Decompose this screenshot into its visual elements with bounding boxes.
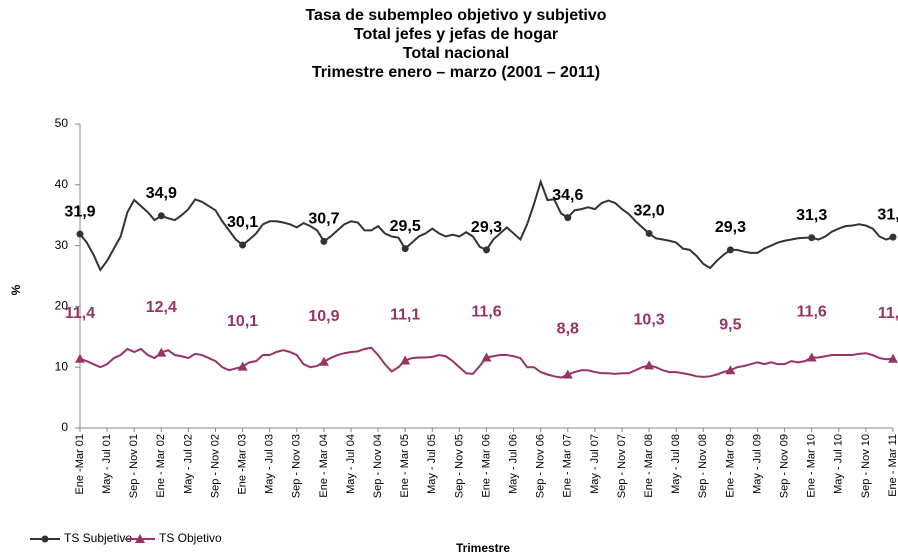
x-tick-label: Sep - Nov 07 — [616, 434, 628, 498]
x-tick-label: May - Jul 10 — [833, 434, 845, 494]
data-label: 11,1 — [390, 307, 420, 324]
point — [76, 230, 84, 238]
y-tick-label: 40 — [55, 177, 69, 191]
x-tick-label: Sep - Nov 01 — [128, 434, 140, 498]
x-tick-label: May - Jul 07 — [589, 434, 601, 494]
data-label: 12,4 — [146, 299, 177, 316]
point — [483, 246, 490, 254]
data-label: 31,9 — [64, 203, 95, 220]
y-tick-label: 50 — [55, 116, 69, 130]
x-axis-title: Trimestre — [456, 541, 510, 555]
point — [320, 237, 328, 245]
x-tick-label: Ene - Mar 10 — [806, 434, 818, 498]
chart-title: Tasa de subempleo objetivo y subjetivo — [305, 7, 606, 24]
point — [564, 214, 572, 222]
data-label: 31,4 — [877, 206, 898, 223]
point — [645, 229, 653, 237]
x-tick-label: Ene - Mar 08 — [643, 434, 655, 498]
x-tick-label: Sep - Nov 10 — [860, 434, 872, 498]
x-tick-label: Sep - Nov 05 — [453, 434, 465, 498]
point — [75, 353, 85, 363]
x-tick-label: Ene -Mar 01 — [74, 434, 86, 495]
point — [644, 360, 655, 370]
data-label: 10,1 — [227, 313, 258, 330]
x-tick-label: May - Jul 09 — [751, 434, 763, 494]
x-tick-label: May - Jul 08 — [670, 434, 682, 494]
point — [157, 212, 165, 220]
data-label: 34,6 — [552, 187, 583, 204]
x-tick-label: May - Jul 05 — [426, 434, 438, 494]
point — [400, 355, 411, 365]
data-label: 8,8 — [557, 321, 579, 338]
legend-label: TS Subjetivo — [64, 531, 132, 545]
data-label: 29,3 — [715, 219, 746, 236]
chart-title: Trimestre enero – marzo (2001 – 2011) — [312, 64, 600, 81]
x-tick-label: Ene - Mar 05 — [399, 434, 411, 498]
data-label: 11,6 — [797, 304, 827, 321]
y-tick-label: 0 — [61, 420, 68, 434]
point — [808, 234, 816, 242]
x-tick-label: Sep - Nov 08 — [697, 434, 709, 498]
data-label: 11,4 — [65, 305, 95, 322]
data-label: 9,5 — [719, 316, 741, 333]
x-tick-label: Ene - Mar 04 — [318, 434, 330, 498]
point — [562, 369, 573, 379]
x-tick-label: Sep - Nov 04 — [372, 434, 384, 498]
data-label: 30,7 — [308, 211, 339, 228]
data-label: 34,9 — [146, 185, 177, 202]
legend-marker — [135, 534, 145, 543]
point — [725, 365, 736, 375]
legend-marker — [41, 535, 49, 543]
data-label: 11,4 — [878, 305, 898, 322]
data-label: 10,9 — [308, 308, 339, 325]
x-tick-label: Sep - Nov 03 — [291, 434, 303, 498]
x-tick-label: May - Jul 02 — [182, 434, 194, 494]
point — [239, 241, 247, 249]
point — [806, 352, 817, 362]
y-tick-label: 20 — [55, 299, 69, 313]
data-label: 10,3 — [634, 312, 665, 329]
x-tick-label: Sep - Nov 06 — [535, 434, 547, 498]
chart-title: Total nacional — [403, 45, 509, 62]
point — [318, 356, 329, 366]
point — [237, 361, 248, 371]
x-tick-label: Ene - Mar 06 — [480, 434, 492, 498]
point — [726, 246, 734, 254]
x-tick-label: Ene - Mar 07 — [562, 434, 574, 498]
y-tick-label: 10 — [55, 359, 69, 373]
x-tick-label: Ene - Mar 02 — [155, 434, 167, 498]
line — [79, 346, 894, 379]
legend-label: TS Objetivo — [159, 531, 222, 545]
y-axis-title: % — [9, 284, 23, 295]
data-label: 29,5 — [390, 218, 421, 235]
data-label: 29,3 — [471, 219, 502, 236]
x-tick-label: May - Jul 01 — [101, 434, 113, 494]
x-tick-label: May - Jul 04 — [345, 434, 357, 494]
chart-title: Total jefes y jefas de hogar — [354, 26, 558, 43]
x-tick-label: Ene - Mar 09 — [724, 434, 736, 498]
point — [889, 233, 897, 241]
x-tick-label: Ene -Mar 03 — [237, 434, 249, 495]
x-tick-label: Sep - Nov 02 — [209, 434, 221, 498]
data-label: 30,1 — [227, 214, 258, 231]
data-label: 11,6 — [471, 304, 501, 321]
x-tick-label: May - Jul 06 — [508, 434, 520, 494]
data-label: 31,3 — [796, 207, 827, 224]
x-tick-label: May - Jul 03 — [264, 434, 276, 494]
data-label: 32,0 — [634, 203, 665, 220]
point — [156, 347, 167, 357]
point — [888, 353, 898, 363]
y-tick-label: 30 — [55, 238, 69, 252]
point — [401, 245, 409, 253]
point — [481, 352, 492, 362]
x-tick-label: Sep - Nov 09 — [779, 434, 791, 498]
x-tick-label: Ene - Mar 11 — [887, 434, 898, 497]
